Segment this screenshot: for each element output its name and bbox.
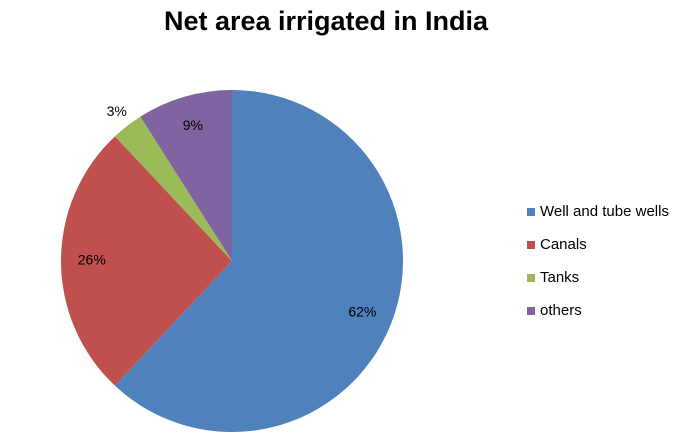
chart-title: Net area irrigated in India [164, 6, 489, 36]
pie-slice [114, 90, 404, 432]
data-label: 26% [78, 252, 106, 268]
pie-slice [61, 136, 232, 386]
legend-swatch [527, 307, 535, 315]
legend-swatch [527, 241, 535, 249]
legend-label: others [540, 302, 582, 319]
legend-swatch [527, 208, 535, 216]
legend-label: Canals [540, 236, 587, 253]
data-label: 62% [348, 303, 376, 319]
pie-slice [140, 90, 232, 261]
pie-slice [114, 116, 232, 261]
data-label: 3% [107, 103, 127, 119]
legend-swatch [527, 274, 535, 282]
data-label: 9% [183, 117, 203, 133]
legend-label: Tanks [540, 269, 579, 286]
legend-label: Well and tube wells [540, 203, 669, 220]
